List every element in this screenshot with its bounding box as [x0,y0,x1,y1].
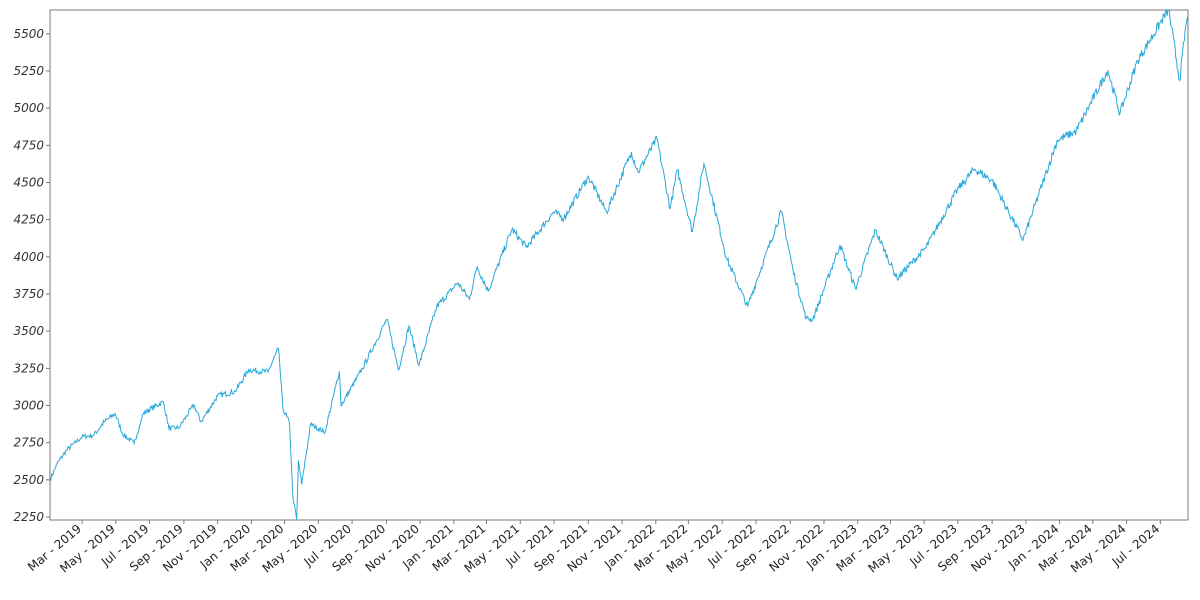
y-tick-label: 5500 [13,27,44,41]
y-tick-label: 2250 [13,510,44,524]
y-tick-label: 5000 [13,101,44,115]
y-tick-label: 2750 [13,436,44,450]
y-tick-label: 4250 [13,213,44,227]
y-tick-label: 5250 [13,64,44,78]
y-tick-label: 4000 [13,250,44,264]
price-series-line [49,8,1189,520]
y-tick-label: 2500 [13,473,44,487]
y-tick-label: 4500 [13,175,44,189]
y-tick-label: 3000 [13,399,44,413]
y-tick-label: 3500 [13,324,44,338]
y-tick-label: 4750 [13,138,44,152]
y-tick-label: 3250 [13,361,44,375]
plot-area [49,9,1189,521]
y-axis-ticks: 2250 2500 2750 3000 3250 3500 3750 4000 4250 4500… [13,27,50,524]
y-tick-label: 3750 [13,287,44,301]
